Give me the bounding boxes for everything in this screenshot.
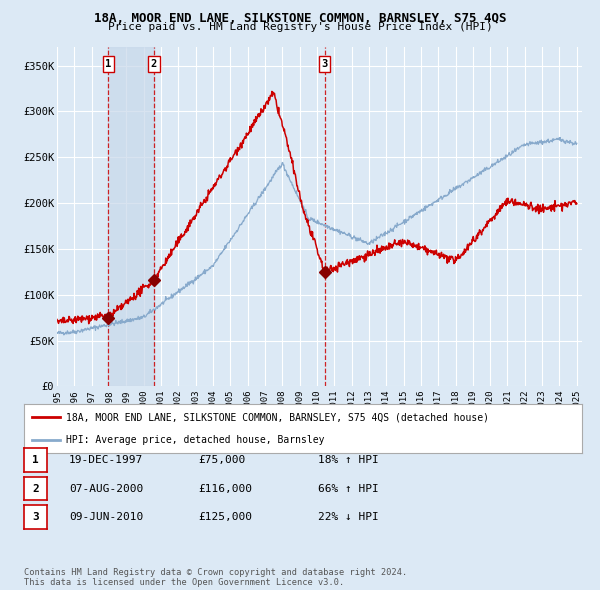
Text: 2: 2 [151, 59, 157, 69]
Text: £125,000: £125,000 [198, 512, 252, 522]
Text: HPI: Average price, detached house, Barnsley: HPI: Average price, detached house, Barn… [66, 435, 325, 445]
Text: 18A, MOOR END LANE, SILKSTONE COMMON, BARNSLEY, S75 4QS: 18A, MOOR END LANE, SILKSTONE COMMON, BA… [94, 12, 506, 25]
Text: 19-DEC-1997: 19-DEC-1997 [69, 455, 143, 465]
Text: Price paid vs. HM Land Registry's House Price Index (HPI): Price paid vs. HM Land Registry's House … [107, 22, 493, 32]
Text: 1: 1 [106, 59, 112, 69]
Text: 2: 2 [32, 484, 39, 493]
Text: Contains HM Land Registry data © Crown copyright and database right 2024.
This d: Contains HM Land Registry data © Crown c… [24, 568, 407, 587]
Text: 3: 3 [322, 59, 328, 69]
Text: 09-JUN-2010: 09-JUN-2010 [69, 512, 143, 522]
Text: 18% ↑ HPI: 18% ↑ HPI [318, 455, 379, 465]
Bar [109, 47, 154, 386]
Text: 3: 3 [32, 512, 39, 522]
Text: 1: 1 [32, 455, 39, 465]
Text: 07-AUG-2000: 07-AUG-2000 [69, 484, 143, 493]
Text: 22% ↓ HPI: 22% ↓ HPI [318, 512, 379, 522]
Text: £75,000: £75,000 [198, 455, 245, 465]
Text: £116,000: £116,000 [198, 484, 252, 493]
Text: 66% ↑ HPI: 66% ↑ HPI [318, 484, 379, 493]
Text: 18A, MOOR END LANE, SILKSTONE COMMON, BARNSLEY, S75 4QS (detached house): 18A, MOOR END LANE, SILKSTONE COMMON, BA… [66, 412, 489, 422]
